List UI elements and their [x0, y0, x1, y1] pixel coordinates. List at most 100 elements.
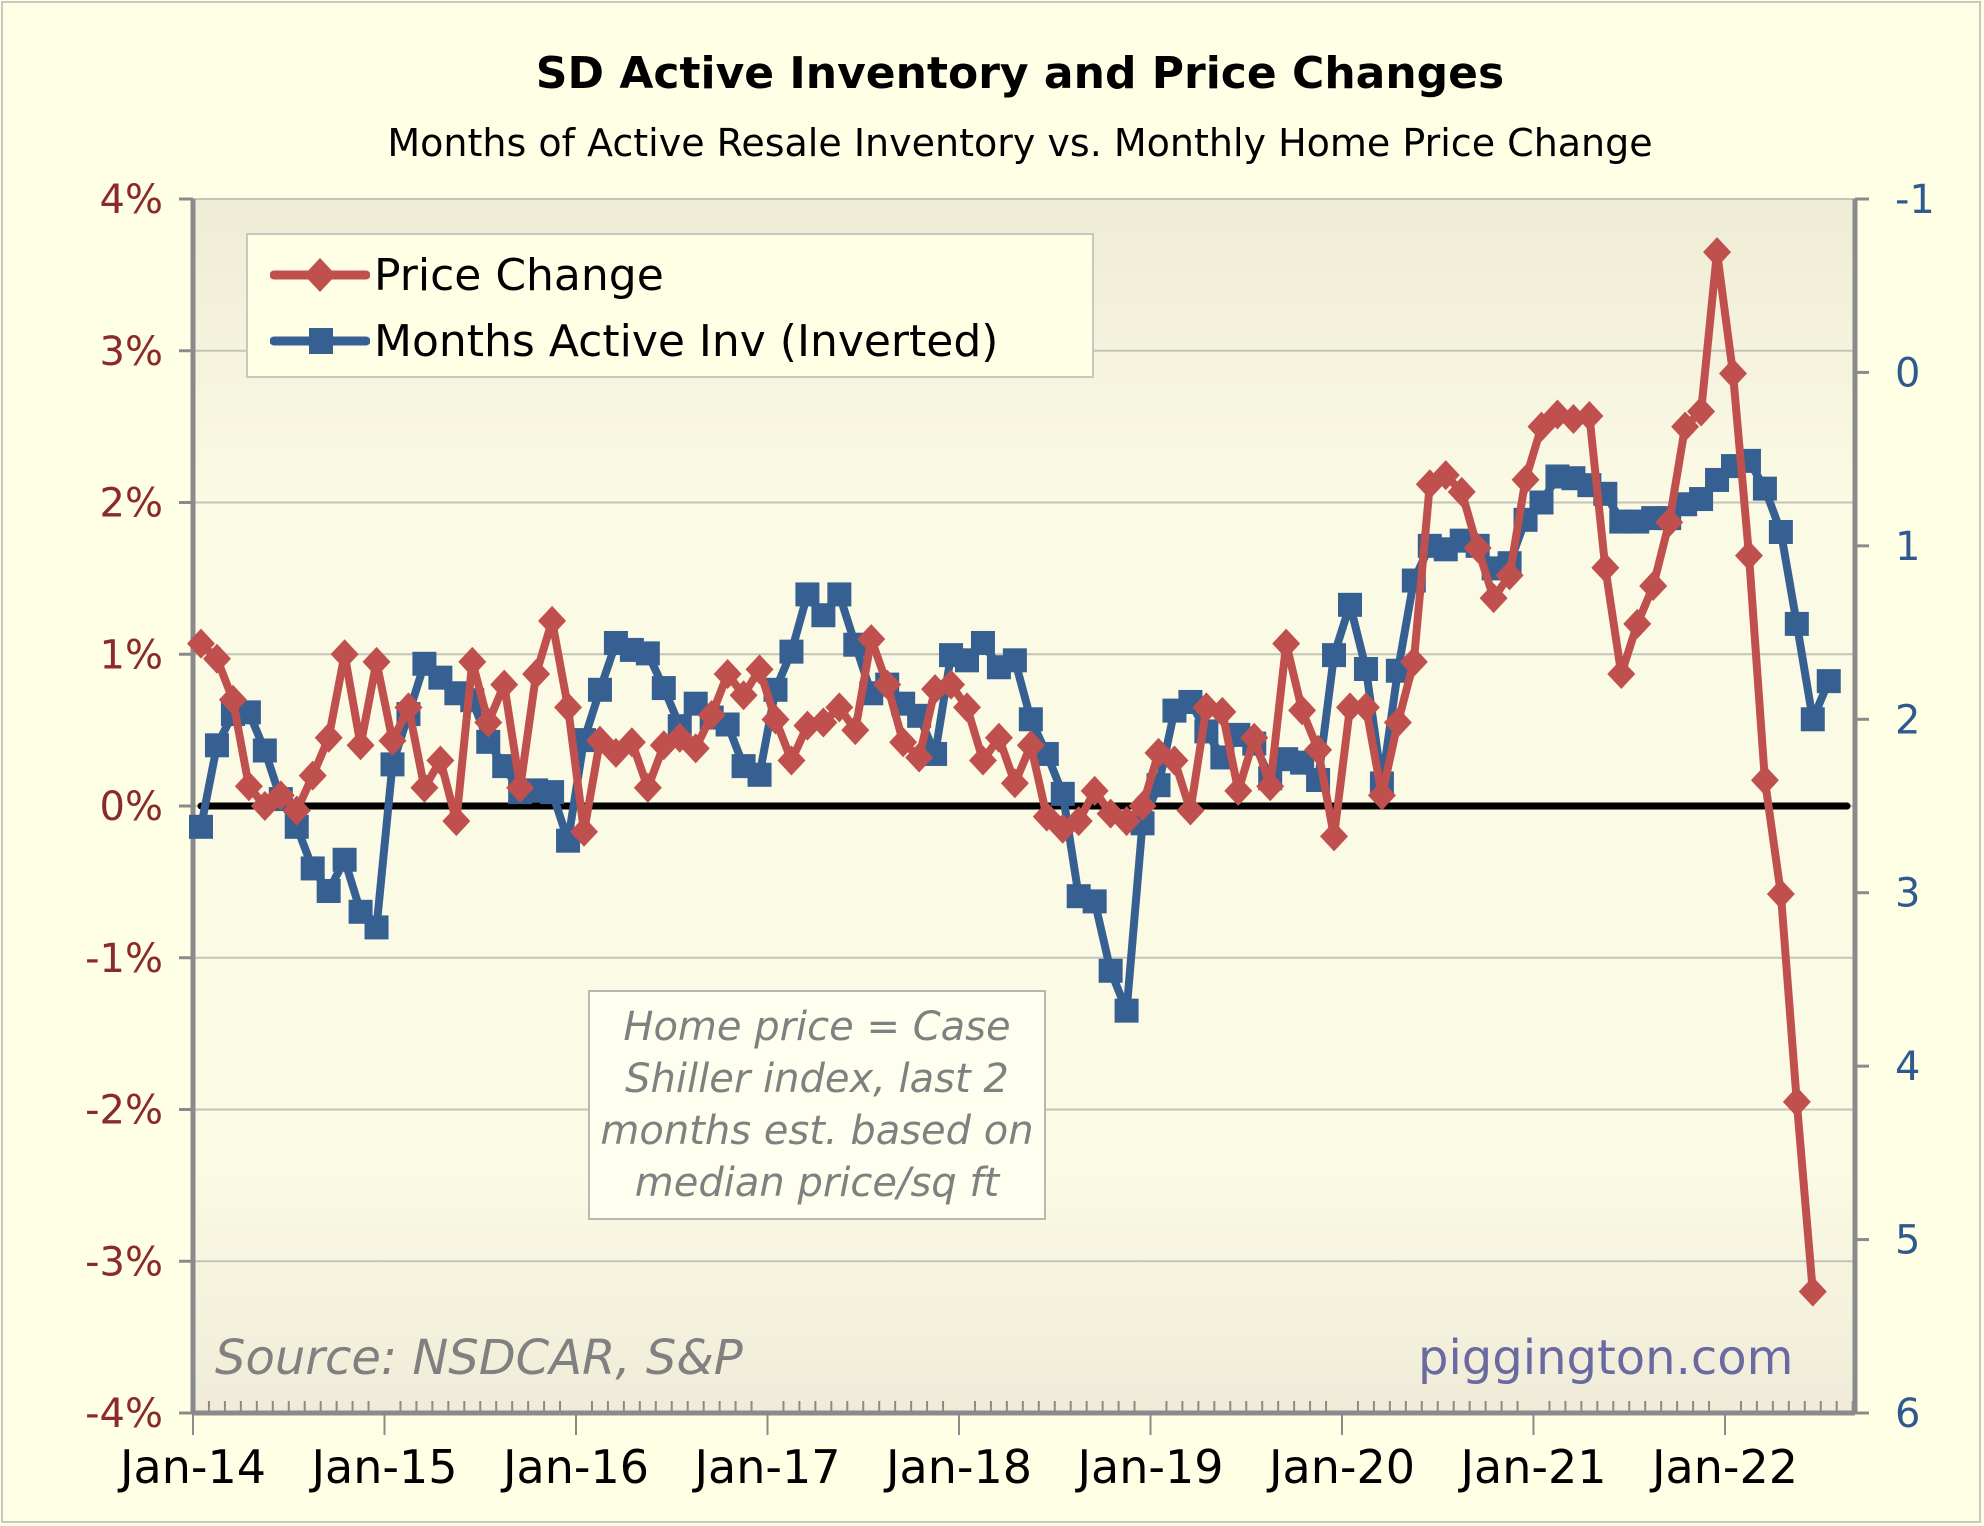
- price-change-point: [953, 692, 981, 723]
- inventory-point: [1018, 707, 1043, 732]
- legend-label: Months Active Inv (Inverted): [374, 315, 999, 367]
- inventory-point: [1002, 648, 1027, 673]
- price-change-point: [777, 745, 806, 776]
- legend-label: Price Change: [374, 249, 664, 301]
- legend: Price Change Months Active Inv (Inverted…: [246, 233, 1094, 378]
- source-label: Source: NSDCAR, S&P: [215, 1330, 743, 1386]
- price-change-point: [729, 680, 758, 711]
- inventory-point: [827, 582, 852, 607]
- price-change-point: [1798, 1276, 1827, 1307]
- inventory-point: [1322, 643, 1347, 668]
- price-change-point: [187, 628, 215, 659]
- y-right-tick-label: 6: [1895, 1391, 1920, 1437]
- price-change-point: [697, 699, 726, 730]
- y-left-tick-label: 1%: [100, 632, 163, 678]
- legend-item-price-change: Price Change: [270, 245, 664, 305]
- price-change-point: [442, 806, 471, 837]
- price-change-point: [841, 715, 870, 746]
- price-change-point: [1336, 692, 1364, 723]
- y-left-tick-label: -3%: [85, 1239, 163, 1285]
- y-left-tick-label: 4%: [100, 177, 163, 223]
- price-change-point: [1383, 707, 1412, 738]
- price-change-point: [1304, 734, 1333, 765]
- price-change-point: [1463, 533, 1492, 564]
- x-tick-label: Jan-15: [308, 1440, 457, 1494]
- price-change-point: [394, 692, 423, 723]
- price-change-point: [1655, 507, 1684, 538]
- price-change-point: [1367, 780, 1396, 811]
- price-change-point: [1351, 692, 1380, 723]
- price-change-point: [554, 692, 583, 723]
- price-change-point: [617, 727, 646, 758]
- price-change-point: [873, 669, 902, 700]
- inventory-point: [970, 630, 995, 655]
- y-left-tick-label: 3%: [100, 329, 163, 375]
- price-change-point: [1431, 460, 1460, 491]
- diamond-marker-icon: [270, 245, 370, 305]
- price-change-point: [1750, 765, 1779, 796]
- price-change-point: [1479, 583, 1508, 614]
- inventory-point: [587, 677, 612, 702]
- inventory-point: [1114, 998, 1139, 1023]
- inventory-point: [300, 856, 325, 881]
- inventory-point: [1050, 781, 1075, 806]
- inventory-point: [540, 780, 565, 805]
- price-change-point: [713, 658, 742, 689]
- price-change-point: [1782, 1086, 1811, 1117]
- inventory-point: [1353, 656, 1378, 681]
- price-change-point: [426, 745, 455, 776]
- price-change-point: [1272, 628, 1301, 659]
- inventory-point: [747, 762, 772, 787]
- price-change-point: [218, 684, 247, 715]
- price-change-point: [1112, 806, 1141, 837]
- y-right-tick-label: -1: [1895, 177, 1935, 223]
- price-change-point: [330, 639, 359, 670]
- inventory-point: [1082, 889, 1107, 914]
- inventory-point: [1098, 958, 1123, 983]
- price-change-point: [378, 725, 407, 756]
- price-change-point: [1623, 608, 1652, 639]
- price-change-point: [202, 643, 231, 674]
- price-change-point: [458, 646, 487, 677]
- inventory-point: [189, 814, 213, 839]
- inventory-point: [1768, 519, 1793, 544]
- inventory-point: [635, 641, 660, 666]
- y-right-tick-label: 3: [1895, 871, 1920, 917]
- inventory-point: [204, 733, 229, 758]
- inventory-point: [1800, 707, 1825, 732]
- inventory-point: [795, 582, 820, 607]
- inventory-point: [380, 752, 405, 777]
- inventory-point: [316, 878, 341, 903]
- note-line: median price/sq ft: [634, 1160, 1000, 1206]
- price-change-point: [1766, 879, 1795, 910]
- inventory-point: [1752, 476, 1777, 501]
- y-left-tick-label: 2%: [100, 481, 163, 527]
- price-change-point: [1000, 768, 1029, 799]
- price-change-point: [825, 692, 854, 723]
- annotation-note: Home price = Case Shiller index, last 2 …: [588, 990, 1046, 1220]
- y-right-tick-label: 5: [1895, 1218, 1920, 1264]
- x-tick-label: Jan-14: [117, 1440, 266, 1494]
- x-tick-label: Jan-19: [1074, 1440, 1223, 1494]
- price-change-point: [1591, 552, 1620, 583]
- price-change-point: [1734, 540, 1763, 571]
- y-right-tick-label: 0: [1895, 350, 1920, 396]
- price-change-point: [857, 624, 886, 655]
- inventory-point: [811, 603, 836, 628]
- price-change-point: [1256, 771, 1285, 802]
- price-change-point: [761, 704, 790, 735]
- price-change-point: [1719, 358, 1747, 389]
- x-tick-label: Jan-17: [691, 1440, 840, 1494]
- price-change-point: [809, 707, 838, 738]
- inventory-point: [332, 847, 357, 872]
- chart-subtitle: Months of Active Resale Inventory vs. Mo…: [387, 121, 1653, 165]
- y-left-tick-label: -4%: [85, 1391, 163, 1437]
- price-change-point: [633, 772, 662, 803]
- price-change-point: [1703, 237, 1732, 268]
- price-change-point: [266, 780, 295, 811]
- inventory-point: [252, 738, 277, 763]
- x-tick-label: Jan-18: [883, 1440, 1032, 1494]
- price-change-point: [346, 730, 375, 761]
- price-change-point: [968, 745, 997, 776]
- inventory-point: [1529, 490, 1554, 515]
